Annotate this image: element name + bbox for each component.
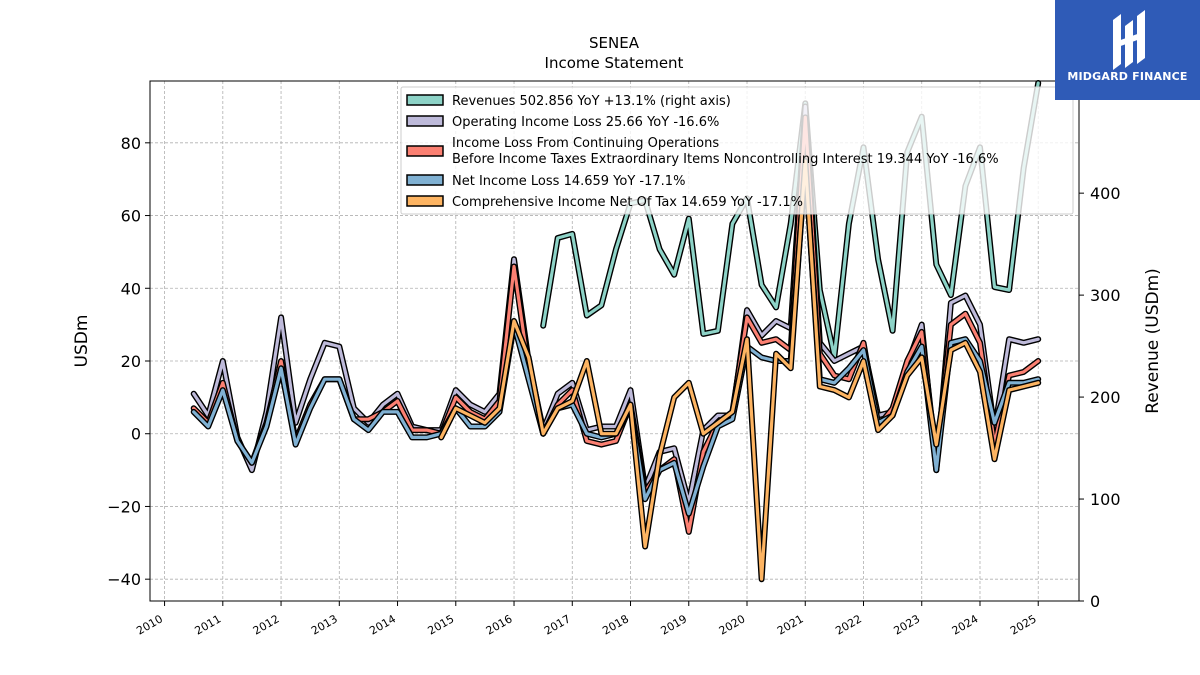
- series-line-0: [541, 81, 1040, 358]
- legend-swatch: [406, 174, 444, 186]
- midgard-finance-logo: MIDGARD FINANCE: [1055, 0, 1200, 100]
- legend-label: Operating Income Loss 25.66 YoY -16.6%: [452, 115, 719, 130]
- x-tick-label: 2017: [542, 612, 573, 637]
- series-line-3: [192, 163, 1040, 516]
- x-tick-label: 2012: [251, 612, 282, 637]
- legend-label: Income Loss From Continuing Operations: [452, 136, 719, 151]
- y-axis-label-left: USDm: [72, 315, 92, 368]
- y-axis-label-right: Revenue (USDm): [1143, 268, 1163, 414]
- logo-text: MIDGARD FINANCE: [1067, 70, 1188, 83]
- x-tick-label: 2025: [1008, 612, 1039, 637]
- x-tick-label: 2018: [600, 612, 631, 637]
- y-tick-label-left: 80: [121, 134, 141, 153]
- legend-swatch: [406, 145, 444, 157]
- legend-label: Net Income Loss 14.659 YoY -17.1%: [452, 174, 685, 189]
- y-tick-label-right: 0: [1090, 592, 1100, 611]
- chart-subtitle: Income Statement: [545, 54, 684, 72]
- y-tick-label-left: 0: [131, 425, 141, 444]
- plot-frame: [149, 80, 1080, 602]
- series-outline-3: [190, 161, 1042, 517]
- legend-label: Before Income Taxes Extraordinary Items …: [452, 152, 999, 167]
- chart-title: SENEA: [589, 34, 640, 52]
- legend-swatch: [406, 195, 444, 207]
- legend-label: Revenues 502.856 YoY +13.1% (right axis): [452, 94, 731, 109]
- x-tick-label: 2016: [484, 612, 515, 637]
- y-tick-label-right: 100: [1090, 490, 1121, 509]
- y-tick-label-left: 60: [121, 207, 141, 226]
- legend-box: [400, 86, 1074, 215]
- midgard-logo-icon: [1113, 10, 1145, 70]
- x-tick-label: 2019: [659, 612, 690, 637]
- x-tick-label: 2014: [367, 612, 398, 637]
- x-tick-label: 2024: [950, 612, 981, 637]
- legend-label: Comprehensive Income Net Of Tax 14.659 Y…: [452, 195, 803, 210]
- y-tick-label-right: 400: [1090, 184, 1121, 203]
- x-tick-label: 2020: [717, 612, 748, 637]
- legend: Revenues 502.856 YoY +13.1% (right axis)…: [400, 86, 1074, 215]
- x-tick-label: 2010: [134, 612, 165, 637]
- legend-swatch: [406, 94, 444, 106]
- x-tick-label: 2011: [193, 612, 224, 637]
- x-tick-label: 2015: [426, 612, 457, 637]
- legend-swatch: [406, 115, 444, 127]
- series-layer: [190, 80, 1042, 583]
- series-line-4: [439, 159, 1040, 581]
- x-tick-label: 2021: [775, 612, 806, 637]
- y-tick-label-right: 200: [1090, 388, 1121, 407]
- y-tick-label-left: 40: [121, 279, 141, 298]
- y-tick-label-right: 300: [1090, 286, 1121, 305]
- y-tick-label-left: 20: [121, 352, 141, 371]
- x-tick-label: 2023: [891, 612, 922, 637]
- y-tick-label-left: −20: [107, 497, 141, 516]
- y-tick-label-left: −40: [107, 570, 141, 589]
- x-tick-label: 2013: [309, 612, 340, 637]
- x-tick-label: 2022: [833, 612, 864, 637]
